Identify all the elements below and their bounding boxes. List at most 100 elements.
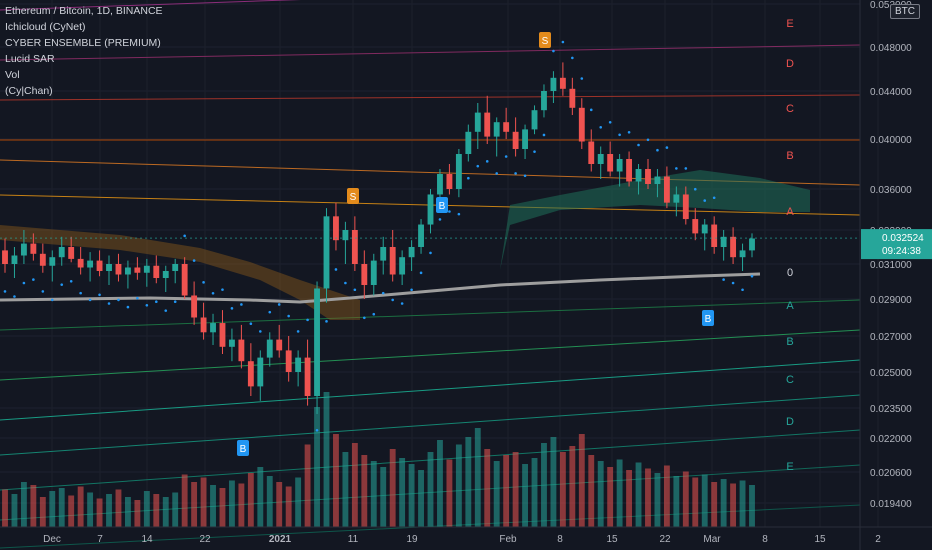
candle-body (200, 317, 207, 333)
sar-dot (448, 210, 451, 213)
candle-body (654, 176, 661, 184)
sar-dot (722, 278, 725, 281)
sar-dot (60, 283, 64, 286)
sar-dot (571, 56, 574, 60)
sar-dot (580, 77, 584, 80)
sar-dot (296, 330, 300, 333)
y-tick-label: 0.048000 (870, 43, 912, 54)
volume-bar (351, 443, 358, 527)
symbol-title[interactable]: Ethereum / Bitcoin, 1D, BINANCE (5, 5, 163, 17)
volume-bar (399, 458, 406, 527)
sar-dot (419, 271, 423, 275)
volume-bar (512, 452, 519, 527)
currency-button[interactable]: BTC (890, 4, 920, 19)
candle-body (701, 224, 708, 234)
candle-body (380, 247, 387, 261)
volume-bar (701, 474, 708, 527)
level-label: E (786, 18, 793, 30)
sar-dot (22, 281, 26, 285)
sar-dot (287, 314, 290, 318)
candle-body (323, 216, 330, 289)
indicator-cyber-ensemble[interactable]: CYBER ENSEMBLE (PREMIUM) (5, 37, 161, 49)
candle-body (673, 194, 680, 203)
volume-bar (541, 443, 547, 527)
level-label: A (786, 300, 794, 312)
volume-bar (569, 446, 576, 527)
candle-body (11, 255, 18, 264)
candle-body (588, 141, 595, 164)
sar-dot (268, 310, 272, 314)
volume-bar (49, 491, 56, 527)
sar-dot (259, 330, 262, 333)
sar-dot (684, 167, 688, 170)
y-tick-label: 0.022000 (870, 434, 912, 445)
sar-dot (117, 298, 120, 302)
volume-bar (229, 480, 235, 527)
candle-body (569, 88, 576, 108)
signal-label-box (436, 197, 448, 213)
sar-dot (79, 291, 82, 295)
volume-bar (711, 482, 718, 527)
level-label: A (786, 206, 794, 218)
volume-bar (408, 464, 415, 527)
indicator-vol[interactable]: Vol (5, 69, 20, 81)
volume-bar (522, 464, 528, 527)
sar-dot (306, 318, 309, 322)
signal-label-text: B (705, 314, 712, 325)
sar-dot (504, 155, 508, 158)
sar-dot (192, 259, 196, 262)
sar-dot (476, 164, 480, 168)
candle-body (124, 267, 131, 275)
volume-bar (96, 498, 103, 527)
candle-body (635, 169, 642, 182)
sar-dot (88, 298, 92, 302)
candle-body (285, 350, 292, 372)
sar-dot (693, 187, 697, 191)
candle-body (607, 154, 614, 172)
candle-body (58, 247, 65, 258)
indicator-lucid-sar[interactable]: Lucid SAR (5, 53, 55, 65)
sar-dot (344, 281, 347, 285)
candle-body (210, 323, 216, 333)
candle-body (465, 131, 472, 154)
candle-body (541, 91, 547, 111)
level-label: B (786, 336, 793, 348)
x-tick-label: Dec (43, 534, 61, 545)
sar-dot (277, 303, 281, 306)
candle-body (143, 265, 150, 273)
candle-body (626, 159, 633, 182)
candle-body (276, 339, 283, 351)
sar-dot (145, 303, 149, 307)
sar-dot (164, 309, 168, 312)
x-tick-label: Mar (703, 534, 721, 545)
candle-body (531, 110, 538, 130)
candle-body (266, 339, 273, 358)
candle-body (399, 257, 406, 275)
sar-dot (3, 290, 7, 293)
candle-body (370, 260, 377, 285)
ichimoku-cloud-bull (500, 170, 810, 270)
channel-line (0, 394, 861, 456)
sar-dot (457, 212, 461, 216)
volume-bar (115, 489, 122, 527)
level-label: C (786, 103, 794, 115)
candle-body (229, 339, 235, 347)
candle-body (115, 264, 122, 275)
x-tick-label: 15 (606, 534, 618, 545)
volume-bar (663, 465, 670, 527)
candle-body (408, 247, 415, 258)
signal-label-box (237, 440, 249, 456)
candle-body (257, 357, 264, 387)
candle-body (351, 230, 358, 264)
channel-line (0, 94, 861, 101)
sar-dot (391, 298, 394, 302)
candle-body (106, 264, 112, 271)
volume-bar (720, 479, 727, 527)
indicator-cy-chan[interactable]: (Cy|Chan) (5, 85, 53, 97)
candle-body (134, 267, 141, 273)
sar-dot (202, 281, 205, 284)
indicator-ichicloud[interactable]: Ichicloud (CyNet) (5, 21, 86, 33)
volume-bar (531, 458, 538, 527)
